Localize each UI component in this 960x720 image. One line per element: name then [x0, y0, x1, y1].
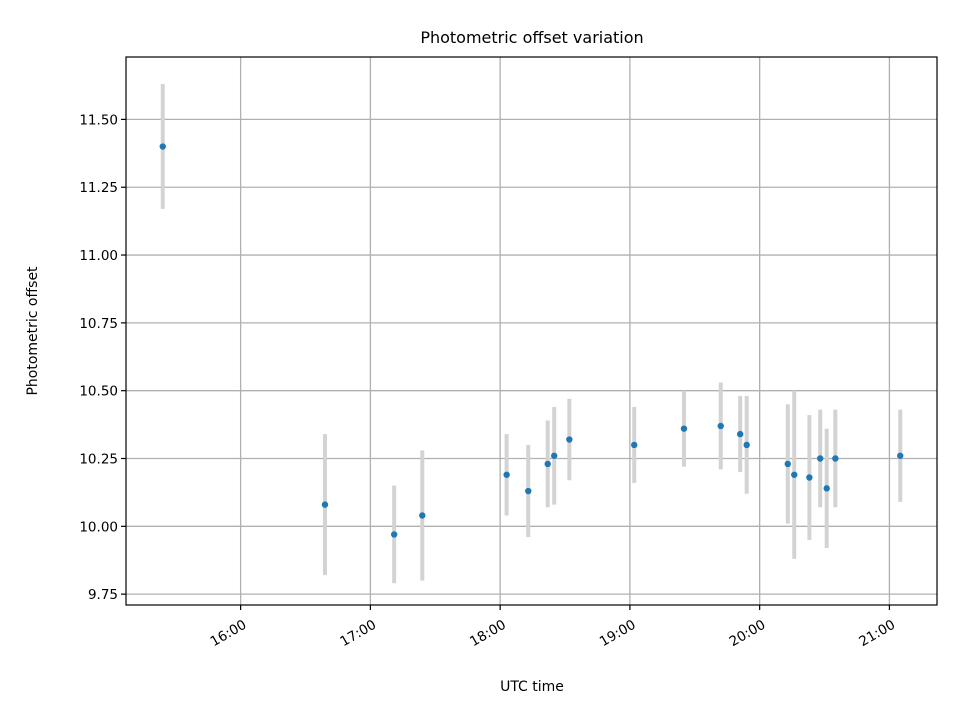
data-point: [544, 460, 551, 468]
y-tick-label: 10.00: [79, 519, 118, 535]
data-point: [791, 471, 798, 478]
data-point: [736, 430, 744, 438]
y-tick-label: 11.50: [79, 112, 118, 128]
y-tick-label: 10.25: [79, 452, 118, 468]
data-point: [832, 455, 839, 462]
data-point: [784, 460, 791, 468]
x-tick-label: 18:00: [467, 617, 509, 650]
y-tick-label: 10.75: [79, 316, 118, 332]
data-point: [743, 441, 750, 449]
data-points: [159, 143, 904, 538]
x-axis: 16:00 17:00 18:00 19:00 20:00 21:00: [208, 605, 898, 650]
x-axis-label: UTC time: [500, 679, 564, 695]
data-point: [525, 487, 532, 495]
data-point: [680, 425, 688, 432]
y-tick-label: 10.50: [79, 384, 118, 400]
y-tick-label: 9.75: [88, 587, 118, 603]
data-point: [823, 485, 830, 492]
data-point: [159, 143, 166, 150]
data-point: [817, 455, 824, 462]
chart-title: Photometric offset variation: [420, 28, 643, 47]
y-tick-label: 11.25: [79, 180, 118, 196]
data-point: [503, 471, 510, 478]
error-bars: [160, 84, 903, 584]
x-tick-label: 16:00: [208, 617, 250, 650]
y-tick-label: 11.00: [79, 248, 118, 264]
data-point: [551, 452, 558, 459]
x-tick-label: 21:00: [856, 617, 898, 650]
y-axis: 9.75 10.00 10.25 10.50 10.75 11.00 11.25 11.50: [79, 112, 126, 603]
grid: [126, 57, 937, 605]
data-point: [390, 531, 398, 538]
data-point: [717, 422, 724, 430]
x-tick-label: 20:00: [727, 617, 769, 650]
y-axis-label: Photometric offset: [25, 266, 41, 396]
data-point: [321, 501, 329, 508]
data-point: [566, 436, 573, 443]
x-tick-label: 17:00: [337, 617, 379, 650]
data-point: [897, 452, 904, 459]
x-tick-label: 19:00: [597, 617, 639, 650]
data-point: [419, 512, 426, 519]
data-point: [806, 474, 813, 481]
data-point: [631, 441, 638, 449]
plot-frame: [125, 56, 938, 606]
